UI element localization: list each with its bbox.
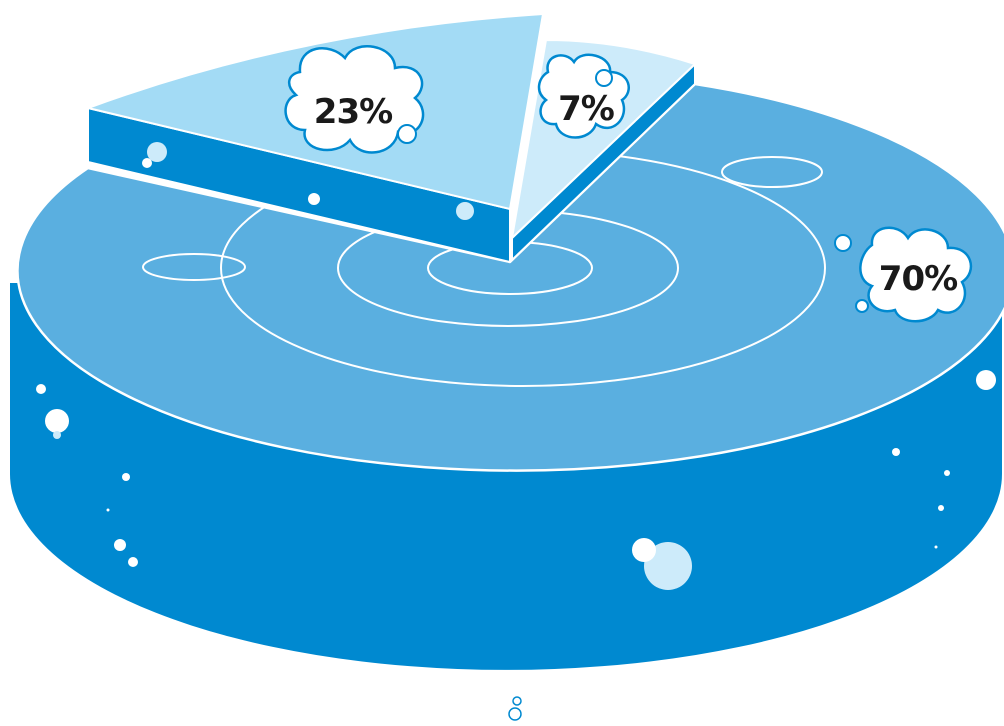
label-cloud-70: 70% bbox=[834, 226, 973, 323]
label-7-text: 7% bbox=[558, 89, 614, 129]
label-70-text: 70% bbox=[879, 259, 957, 299]
label-cloud-7: 7% bbox=[537, 53, 630, 139]
slice-70-top bbox=[16, 82, 1004, 472]
label-23-text: 23% bbox=[314, 92, 392, 132]
decorative-bubbles bbox=[36, 142, 996, 721]
label-cloud-23: 23% bbox=[284, 45, 425, 154]
